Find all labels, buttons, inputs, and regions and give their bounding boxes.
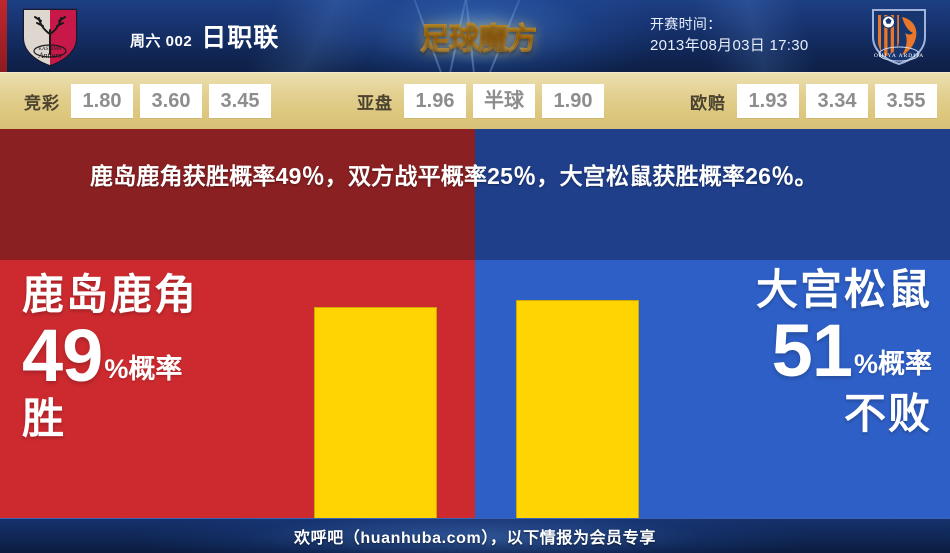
odds-group-yapan: 亚盘 1.96 半球 1.90 — [357, 84, 604, 118]
home-outcome-label: 胜 — [22, 395, 67, 442]
header-sheen — [120, 0, 480, 72]
brand-logo: 足球魔方 — [398, 0, 558, 72]
away-team-block: 大宫松鼠 51 %概率 不败 — [657, 265, 932, 441]
odds-value-oupei-1[interactable]: 1.93 — [737, 84, 799, 118]
match-title: 周六 002 日职联 — [130, 18, 279, 54]
odds-group-oupei: 欧赔 1.93 3.34 3.55 — [690, 84, 937, 118]
odds-label-jingcai: 竞彩 — [24, 93, 60, 113]
away-outcome-label: 不败 — [843, 390, 932, 437]
odds-value-yapan-handicap[interactable]: 半球 — [473, 84, 535, 118]
odds-label-yapan: 亚盘 — [357, 93, 393, 113]
statement-band-red-half — [0, 129, 475, 260]
match-round-label: 周六 002 — [130, 33, 193, 50]
home-percent-suffix: %概率 — [104, 354, 183, 384]
svg-text:KASHIMA: KASHIMA — [38, 47, 62, 52]
statement-band-blue-half — [475, 129, 950, 260]
omiya-ardija-crest-icon: OMIYA ARDIJA — [868, 5, 930, 67]
away-probability-bar — [516, 300, 639, 518]
away-team-panel: 大宫松鼠 51 %概率 不败 — [475, 260, 950, 518]
brand-text: 足球魔方 — [420, 14, 538, 58]
probability-panels: 鹿岛鹿角 49 %概率 胜 大宫松鼠 51 %概率 不败 — [0, 260, 950, 518]
home-team-block: 鹿岛鹿角 49 %概率 胜 — [22, 270, 282, 446]
home-team-name: 鹿岛鹿角 — [22, 271, 199, 318]
away-percent-row: 51 %概率 — [657, 309, 932, 392]
footer-bar: 欢呼吧（huanhuba.com），以下情报为会员专享 — [0, 518, 950, 553]
kickoff-time: 2013年08月03日 17:30 — [650, 37, 809, 54]
odds-value-jingcai-3[interactable]: 3.45 — [209, 84, 271, 118]
home-percent-value: 49 — [22, 314, 103, 397]
odds-value-yapan-2[interactable]: 1.90 — [542, 84, 604, 118]
statement-band — [0, 129, 950, 260]
odds-value-oupei-2[interactable]: 3.34 — [806, 84, 868, 118]
league-name: 日职联 — [201, 24, 280, 52]
kashima-antlers-crest-icon: KASHIMA Antlers — [18, 4, 82, 68]
home-probability-bar — [314, 307, 437, 518]
away-percent-suffix: %概率 — [853, 349, 932, 379]
odds-value-jingcai-1[interactable]: 1.80 — [71, 84, 133, 118]
away-percent-value: 51 — [771, 309, 853, 392]
svg-text:OMIYA ARDIJA: OMIYA ARDIJA — [874, 53, 924, 59]
header-accent-bar — [0, 0, 7, 72]
kickoff-label: 开赛时间： — [650, 16, 722, 32]
header-bar: KASHIMA Antlers 周六 002 日职联 足球魔方 开赛时间： 20… — [0, 0, 950, 72]
probability-statement: 鹿岛鹿角获胜概率49％，双方战平概率25％，大宫松鼠获胜概率26％。 — [90, 163, 818, 189]
kickoff-info: 开赛时间： 2013年08月03日 17:30 — [650, 14, 809, 56]
odds-bar: 竞彩 1.80 3.60 3.45 亚盘 1.96 半球 1.90 欧赔 1.9… — [0, 72, 950, 129]
svg-text:Antlers: Antlers — [37, 51, 61, 60]
odds-group-jingcai: 竞彩 1.80 3.60 3.45 — [24, 84, 271, 118]
home-team-panel: 鹿岛鹿角 49 %概率 胜 — [0, 260, 475, 518]
odds-value-jingcai-2[interactable]: 3.60 — [140, 84, 202, 118]
odds-value-yapan-1[interactable]: 1.96 — [404, 84, 466, 118]
odds-label-oupei: 欧赔 — [690, 93, 726, 113]
home-percent-row: 49 %概率 — [22, 314, 282, 397]
odds-value-oupei-3[interactable]: 3.55 — [875, 84, 937, 118]
footer-promo-text: 欢呼吧（huanhuba.com），以下情报为会员专享 — [294, 530, 656, 547]
header-sheen-right — [600, 0, 900, 72]
away-team-name: 大宫松鼠 — [755, 266, 932, 313]
